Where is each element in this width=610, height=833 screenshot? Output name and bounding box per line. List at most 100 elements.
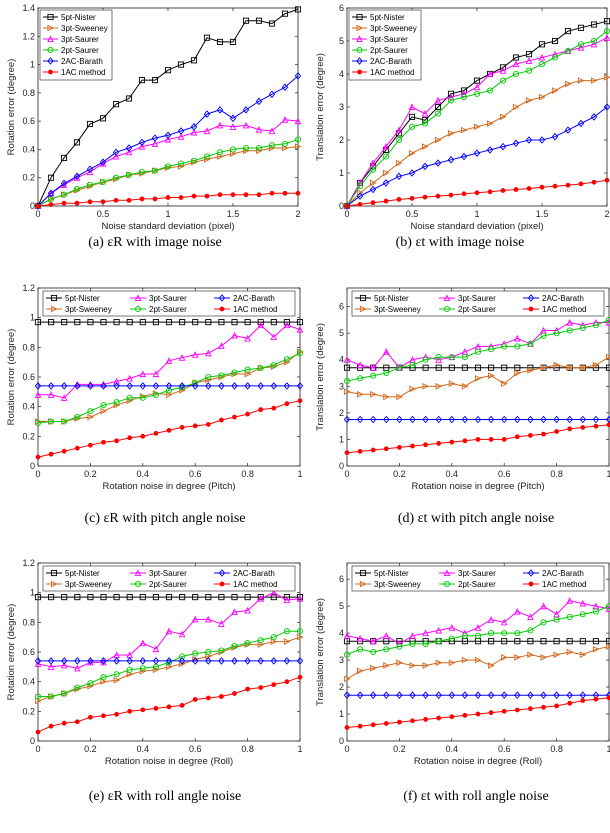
data-point bbox=[151, 140, 159, 147]
data-point bbox=[499, 113, 507, 121]
data-point bbox=[501, 638, 508, 645]
data-point bbox=[590, 113, 598, 121]
x-tick-label: 0.4 bbox=[137, 469, 150, 479]
data-point bbox=[165, 659, 173, 666]
data-point bbox=[499, 142, 507, 151]
data-point bbox=[422, 364, 429, 371]
data-point bbox=[382, 153, 390, 160]
data-point bbox=[192, 657, 199, 665]
x-tick-label: 0 bbox=[344, 744, 349, 754]
data-point bbox=[165, 663, 173, 671]
data-point bbox=[564, 126, 572, 134]
y-tick-label: 1.2 bbox=[22, 558, 35, 568]
data-point bbox=[281, 83, 289, 92]
x-tick-label: 0.8 bbox=[550, 744, 563, 754]
x-tick-label: 0.5 bbox=[406, 209, 419, 219]
data-point bbox=[553, 691, 560, 699]
y-tick-label: 1 bbox=[339, 709, 344, 719]
data-point bbox=[231, 331, 238, 339]
data-point bbox=[606, 422, 610, 428]
data-point bbox=[60, 661, 68, 669]
data-point bbox=[152, 666, 160, 674]
data-point bbox=[294, 6, 302, 13]
data-point bbox=[593, 423, 599, 429]
data-point bbox=[488, 437, 494, 442]
data-point bbox=[48, 202, 54, 207]
data-point bbox=[61, 418, 68, 425]
data-point bbox=[34, 382, 42, 390]
data-point bbox=[165, 387, 173, 394]
data-point bbox=[294, 72, 302, 80]
data-point bbox=[99, 158, 107, 166]
data-point bbox=[242, 147, 250, 155]
legend-box bbox=[42, 565, 296, 592]
data-point bbox=[343, 377, 351, 385]
y-tick-label: 0.8 bbox=[22, 88, 35, 98]
data-point bbox=[112, 152, 120, 160]
data-point bbox=[382, 179, 390, 187]
data-point bbox=[245, 411, 250, 417]
data-point bbox=[488, 372, 495, 379]
legend-label: 2pt-Saurer bbox=[149, 305, 187, 314]
legend-label: 3pt-Saurer bbox=[149, 569, 187, 578]
data-point bbox=[60, 179, 68, 188]
data-point bbox=[284, 679, 290, 685]
data-point bbox=[218, 694, 224, 699]
data-point bbox=[153, 705, 159, 711]
data-point bbox=[499, 67, 507, 74]
data-point bbox=[566, 318, 574, 326]
x-tick-label: 0.8 bbox=[241, 469, 254, 479]
data-point bbox=[474, 348, 482, 355]
data-point bbox=[528, 433, 533, 438]
legend-label: 1AC method bbox=[542, 580, 586, 589]
data-point bbox=[60, 394, 68, 401]
data-point bbox=[460, 126, 468, 134]
legend-marker bbox=[356, 35, 363, 43]
data-point bbox=[126, 374, 134, 382]
data-point bbox=[566, 415, 573, 424]
data-point bbox=[257, 382, 264, 390]
x-tick-label: 2 bbox=[295, 209, 300, 219]
data-point bbox=[514, 364, 521, 371]
data-point bbox=[396, 445, 402, 450]
data-point bbox=[178, 657, 186, 665]
data-point bbox=[48, 418, 55, 425]
series-line bbox=[346, 605, 610, 656]
data-point bbox=[577, 41, 585, 48]
data-point bbox=[282, 190, 288, 196]
data-point bbox=[284, 401, 290, 407]
data-point bbox=[61, 657, 68, 665]
data-point bbox=[566, 327, 573, 334]
legend-marker bbox=[443, 294, 451, 302]
data-point bbox=[61, 200, 67, 206]
data-point bbox=[553, 415, 560, 424]
data-point bbox=[139, 657, 146, 665]
data-point bbox=[538, 41, 546, 48]
data-point bbox=[435, 626, 443, 634]
x-tick-label: 0 bbox=[344, 469, 349, 479]
data-point bbox=[435, 638, 442, 645]
data-point bbox=[126, 197, 132, 203]
data-point bbox=[538, 53, 546, 61]
legend-marker bbox=[359, 569, 367, 577]
legend-label: 1AC method bbox=[61, 68, 105, 77]
legend-label: 1AC method bbox=[370, 68, 414, 77]
data-point bbox=[486, 70, 494, 78]
data-point bbox=[101, 713, 106, 719]
series-line bbox=[346, 321, 609, 369]
data-point bbox=[540, 364, 548, 372]
data-point bbox=[512, 60, 520, 68]
data-point bbox=[255, 126, 263, 133]
legend-marker bbox=[359, 580, 367, 588]
data-point bbox=[409, 385, 417, 393]
data-point bbox=[605, 638, 610, 645]
data-point bbox=[527, 651, 535, 659]
data-point bbox=[501, 343, 508, 350]
data-point bbox=[501, 364, 508, 371]
data-point bbox=[552, 183, 558, 189]
data-point bbox=[421, 143, 429, 150]
data-point bbox=[540, 619, 547, 626]
data-point bbox=[383, 721, 389, 726]
data-point bbox=[383, 415, 390, 424]
data-point bbox=[296, 325, 304, 333]
